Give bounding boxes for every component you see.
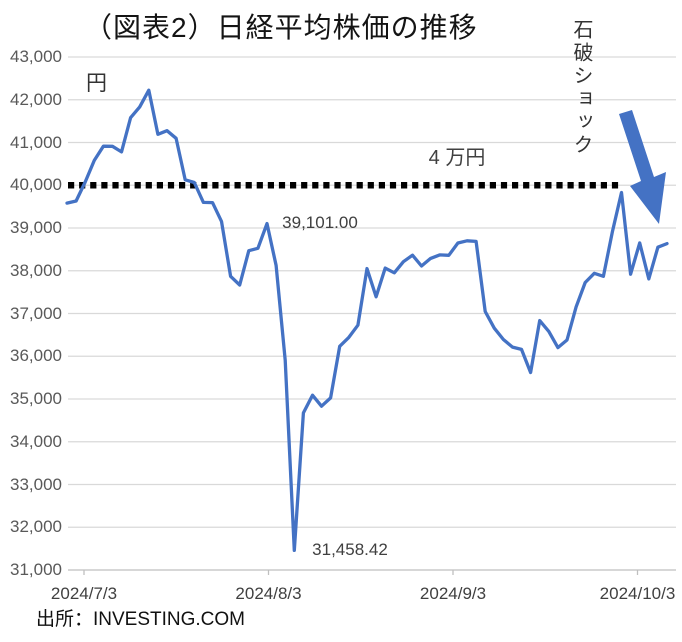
y-axis-unit-label: 円 (86, 72, 107, 95)
y-axis-tick-label: 41,000 (10, 132, 62, 152)
y-axis-tick-label: 33,000 (10, 474, 62, 494)
nikkei-price-line (65, 88, 669, 553)
reference-line-label: 4 万円 (428, 147, 486, 169)
y-axis-tick-label: 43,000 (10, 47, 62, 66)
y-axis-tick-label: 39,000 (10, 218, 62, 237)
y-axis-tick-label: 35,000 (10, 389, 62, 408)
shock-arrow-icon (619, 110, 666, 224)
crash-low-annotation-label: 31,458.42 (312, 540, 388, 559)
peak-annotation-label: 39,101.00 (282, 213, 358, 232)
x-axis (68, 569, 676, 575)
y-axis-tick-label: 31,000 (10, 560, 62, 579)
y-axis-tick-label: 34,000 (10, 431, 62, 451)
x-axis-tick-label: 2024/9/3 (419, 584, 487, 603)
x-axis-tick-label: 2024/7/3 (50, 584, 118, 603)
y-axis-tick-label: 36,000 (10, 346, 62, 366)
y-axis-tick-label: 32,000 (10, 517, 62, 537)
chart-title: （図表2）日経平均株価の推移 (84, 12, 478, 43)
ishiba-shock-label: 石破ショック (570, 19, 592, 157)
y-axis-tick-label: 40,000 (10, 175, 62, 195)
source-note: 出所：INVESTING.COM (36, 609, 246, 630)
x-axis-tick-label: 2024/10/3 (599, 584, 676, 603)
x-axis-tick-label: 2024/8/3 (235, 584, 302, 603)
y-axis-tick-label: 38,000 (10, 260, 62, 280)
y-axis-tick-label: 42,000 (10, 89, 62, 109)
y-axis-tick-label: 37,000 (10, 303, 62, 323)
